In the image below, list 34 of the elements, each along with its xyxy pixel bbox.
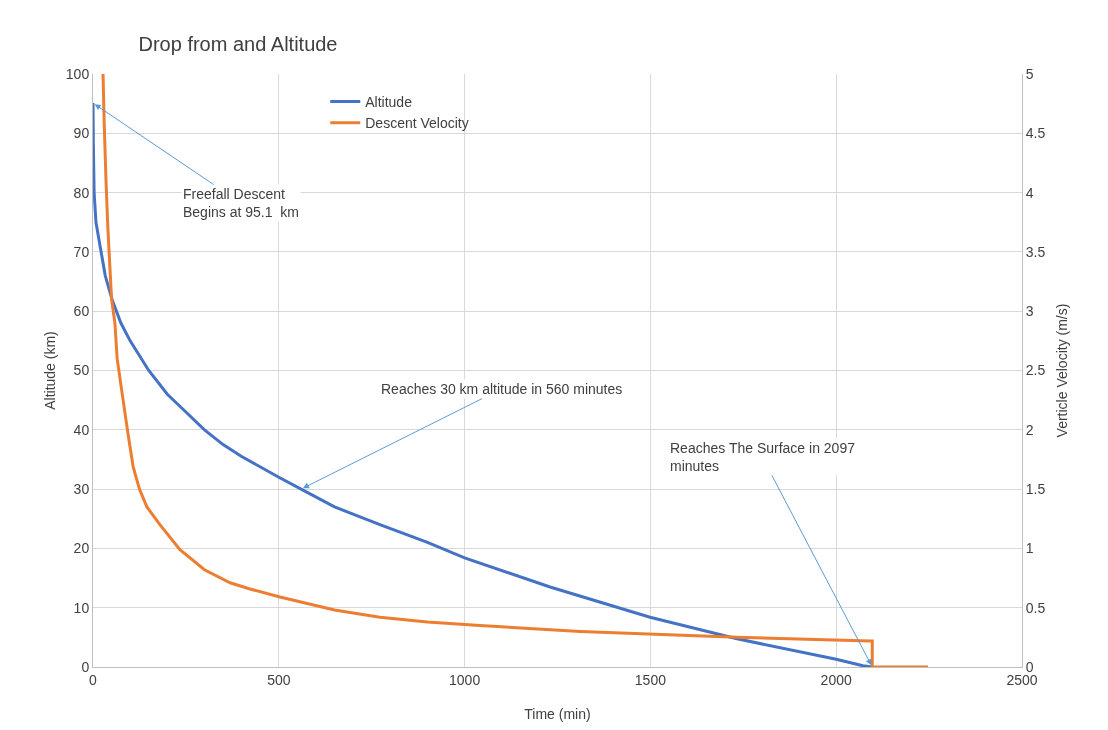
- y-axis-title: Altitude (km): [42, 331, 58, 410]
- y-tick-label: 30: [73, 481, 90, 497]
- y2-tick-label: 3.5: [1025, 243, 1046, 260]
- y-tick-label: 100: [65, 65, 90, 82]
- x-tick-label: 500: [267, 671, 291, 688]
- y-tick-label: 40: [73, 421, 90, 438]
- y-tick-label: 20: [73, 540, 90, 557]
- y-tick-label: 60: [73, 303, 90, 320]
- y-tick-label: 50: [73, 362, 90, 379]
- annotation: Reaches 30 km altitude in 560 minutes: [381, 381, 623, 397]
- y2-tick-label: 5: [1025, 65, 1034, 82]
- y2-tick-label: 2: [1025, 421, 1034, 438]
- x-tick-label: 1000: [449, 671, 481, 688]
- y-tick-label: 10: [73, 599, 90, 616]
- y2-tick-label: 1: [1025, 540, 1034, 557]
- y2-tick-label: 0.5: [1025, 599, 1046, 616]
- chart-title: Drop from and Altitude: [138, 32, 338, 55]
- y2-tick-label: 3: [1025, 303, 1034, 320]
- y2-tick-label: 4.5: [1025, 125, 1046, 142]
- y-tick-label: 70: [73, 243, 90, 260]
- legend-label: Altitude: [365, 93, 413, 110]
- y-tick-label: 0: [81, 658, 90, 675]
- y2-tick-label: 2.5: [1025, 362, 1046, 379]
- y-tick-label: 90: [73, 125, 90, 142]
- y2-axis-title: Verticle Velocity (m/s): [1054, 303, 1070, 438]
- y2-tick-label: 4: [1025, 184, 1034, 201]
- y2-tick-label: 1.5: [1025, 481, 1046, 497]
- annotation: Reaches The Surface in 2097 minutes: [670, 440, 856, 475]
- y-tick-label: 80: [73, 184, 90, 201]
- x-axis-title: Time (min): [524, 706, 591, 722]
- legend-label: Descent Velocity: [365, 115, 469, 132]
- x-tick-label: 2000: [820, 671, 852, 688]
- annotation: Freefall Descent Begins at 95.1 km: [183, 186, 299, 221]
- x-tick-label: 1500: [634, 671, 667, 688]
